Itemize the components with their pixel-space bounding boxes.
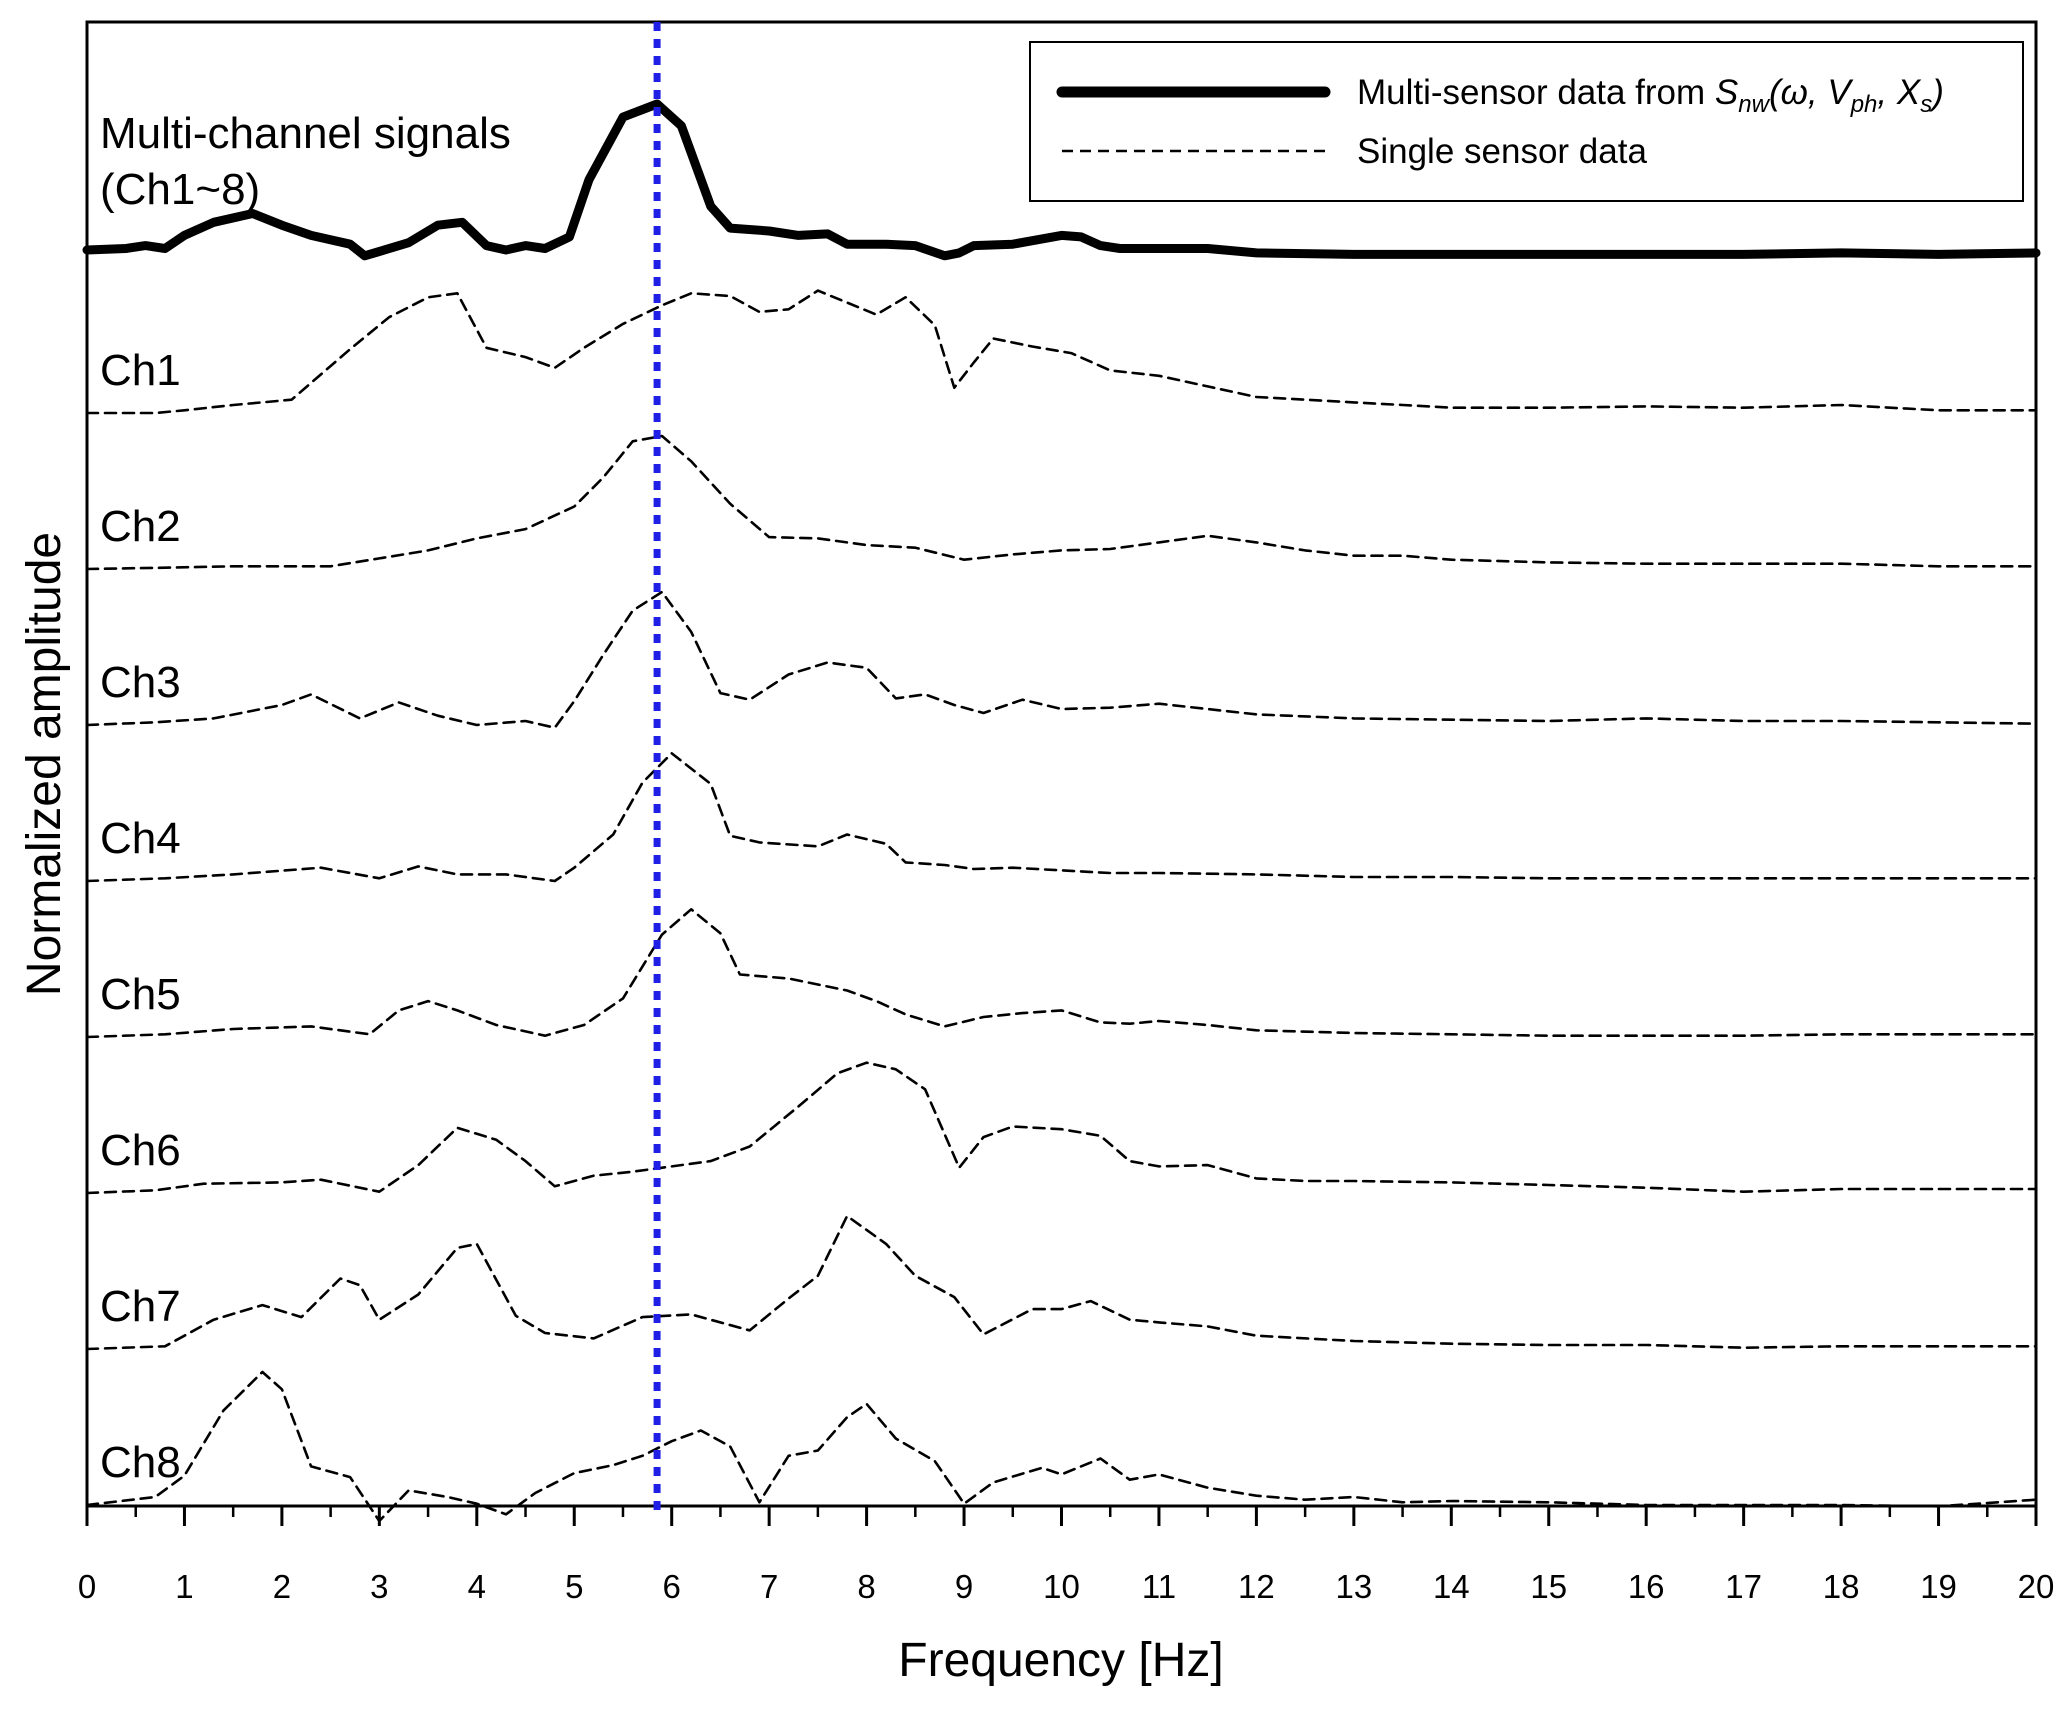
channel-label-ch3: Ch3 <box>100 658 181 707</box>
legend: Multi-sensor data from Snw(ω, Vph, Xs) S… <box>1029 41 2024 202</box>
x-tick-label-12: 12 <box>1238 1568 1275 1605</box>
x-tick-label-19: 19 <box>1920 1568 1957 1605</box>
x-tick-label-4: 4 <box>468 1568 486 1605</box>
x-axis: 0 1 2 3 4 5 6 7 8 9 10 11 12 13 14 15 16 17 18 19 20 <box>78 1506 2055 1605</box>
legend-entry-multi: Multi-sensor data from Snw(ω, Vph, Xs) <box>1357 73 1944 118</box>
multi-channel-label-line1: Multi-channel signals <box>100 109 511 158</box>
x-tick-label-10: 10 <box>1043 1568 1080 1605</box>
channel-label-ch5: Ch5 <box>100 970 181 1019</box>
legend-func-close: ) <box>1928 73 1944 112</box>
channel-line-ch5 <box>85 908 2038 1039</box>
multi-sensor-line <box>82 99 2041 261</box>
legend-func-v-sub: ph <box>1850 91 1878 118</box>
x-tick-label-11: 11 <box>1142 1568 1176 1605</box>
channel-label-ch8: Ch8 <box>100 1438 181 1487</box>
x-tick-label-5: 5 <box>565 1568 583 1605</box>
x-tick-label-16: 16 <box>1628 1568 1665 1605</box>
channel-label-ch4: Ch4 <box>100 814 181 863</box>
x-tick-label-1: 1 <box>175 1568 193 1605</box>
channel-line-ch6 <box>85 1061 2038 1195</box>
plot-frame <box>85 20 2038 1508</box>
channel-label-ch6: Ch6 <box>100 1126 181 1175</box>
x-tick-label-8: 8 <box>857 1568 875 1605</box>
legend-entry-single: Single sensor data <box>1357 132 1647 171</box>
legend-func-sep: , <box>1877 73 1896 112</box>
y-axis-title: Normalized amplitude <box>18 532 71 996</box>
x-tick-label-0: 0 <box>78 1568 96 1605</box>
channel-label-ch1: Ch1 <box>100 346 181 395</box>
x-tick-label-6: 6 <box>663 1568 681 1605</box>
channel-line-ch4 <box>85 752 2038 883</box>
legend-func-x: X <box>1896 73 1922 112</box>
x-tick-label-18: 18 <box>1823 1568 1860 1605</box>
multi-channel-label-line2: (Ch1~8) <box>100 165 260 214</box>
legend-func-s-sub: nw <box>1738 91 1770 118</box>
channel-label-ch2: Ch2 <box>100 502 181 551</box>
channel-line-ch2 <box>85 434 2038 571</box>
legend-multi-prefix: Multi-sensor data from <box>1357 73 1715 112</box>
channel-line-ch1 <box>85 289 2038 415</box>
channel-line-ch3 <box>85 590 2038 729</box>
x-tick-label-7: 7 <box>760 1568 778 1605</box>
legend-func-x-sub: s <box>1920 91 1932 118</box>
x-tick-label-14: 14 <box>1433 1568 1470 1605</box>
x-tick-label-9: 9 <box>955 1568 973 1605</box>
legend-func-v: V <box>1827 73 1854 112</box>
x-tick-label-13: 13 <box>1335 1568 1372 1605</box>
x-tick-label-2: 2 <box>273 1568 291 1605</box>
x-axis-title: Frequency [Hz] <box>898 1634 1223 1687</box>
channel-line-ch8 <box>85 1370 2038 1523</box>
legend-func-s: S <box>1715 73 1738 112</box>
legend-func-open: (ω, <box>1769 73 1827 112</box>
channel-line-ch7 <box>85 1214 2038 1351</box>
legend-box <box>1029 41 2024 202</box>
channel-label-ch7: Ch7 <box>100 1282 181 1331</box>
x-tick-label-3: 3 <box>370 1568 388 1605</box>
x-tick-label-17: 17 <box>1725 1568 1762 1605</box>
x-tick-label-15: 15 <box>1530 1568 1567 1605</box>
series-group: Ch1 Ch2 Ch3 Ch4 Ch5 Ch6 Ch7 Ch8 <box>82 99 2041 1523</box>
x-tick-label-20: 20 <box>2018 1568 2055 1605</box>
